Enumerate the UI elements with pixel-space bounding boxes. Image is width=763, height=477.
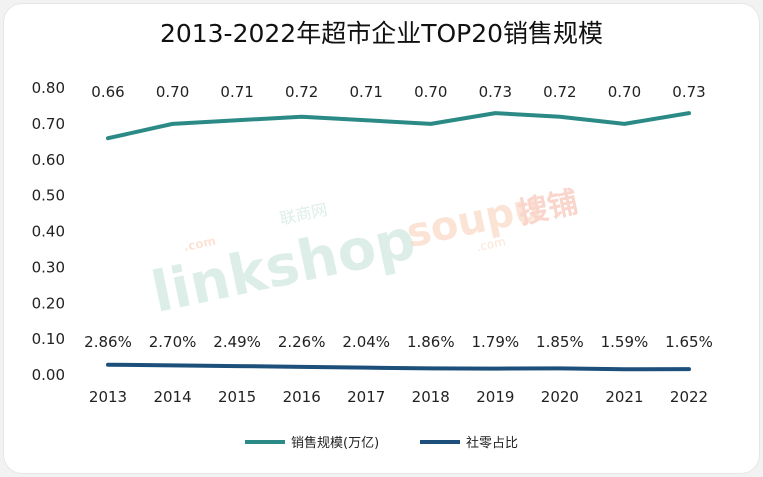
watermark-soupu: soupu .com 搜铺 (403, 184, 581, 257)
data-label: 0.70 (156, 83, 189, 101)
x-tick-label: 2019 (476, 388, 514, 406)
chart-title: 2013-2022年超市企业TOP20销售规模 (159, 19, 604, 48)
data-label: 0.72 (543, 83, 576, 101)
data-label: 1.86% (407, 333, 455, 351)
x-tick-label: 2013 (89, 388, 127, 406)
data-label: 1.85% (536, 333, 584, 351)
x-tick-label: 2021 (605, 388, 643, 406)
y-tick-label: 0.00 (32, 366, 65, 384)
legend-label: 社零占比 (466, 435, 518, 451)
legend: 销售规模(万亿) 社零占比 (245, 435, 518, 451)
x-tick-label: 2022 (670, 388, 708, 406)
y-tick-label: 0.10 (32, 330, 65, 348)
watermark-linkshop-com: .com (182, 234, 217, 254)
y-tick-label: 0.70 (32, 115, 65, 133)
data-label: 2.86% (84, 333, 132, 351)
x-tick-label: 2017 (347, 388, 385, 406)
data-label: 1.59% (601, 333, 649, 351)
y-tick-label: 0.60 (32, 151, 65, 169)
data-label: 0.72 (285, 83, 318, 101)
series-line (106, 111, 691, 141)
data-label: 0.70 (414, 83, 447, 101)
data-label: 0.73 (479, 83, 512, 101)
x-tick-label: 2015 (218, 388, 256, 406)
chart-card (4, 4, 759, 473)
data-label: 0.71 (220, 83, 253, 101)
y-tick-label: 0.40 (32, 223, 65, 241)
x-tick-label: 2014 (153, 388, 191, 406)
x-tick-label: 2020 (541, 388, 579, 406)
y-tick-label: 0.50 (32, 187, 65, 205)
x-tick-label: 2016 (283, 388, 321, 406)
data-label: 1.79% (472, 333, 520, 351)
y-tick-label: 0.20 (32, 294, 65, 312)
data-label: 2.70% (149, 333, 197, 351)
x-tick-label: 2018 (412, 388, 450, 406)
watermark-linkshop: linkshop .com 联商网 (146, 200, 421, 326)
data-label: 2.26% (278, 333, 326, 351)
legend-item: 销售规模(万亿) (245, 435, 379, 451)
series-1: 0.66 0.70 0.71 0.72 0.71 0.70 0.73 0.72 0.70 0.73 (91, 83, 706, 141)
data-label: 2.49% (213, 333, 261, 351)
y-tick-label: 0.80 (32, 79, 65, 97)
series-line (106, 362, 691, 372)
series-layer: 0.66 0.70 0.71 0.72 0.71 0.70 0.73 0.72 0.70 0.73… (84, 83, 713, 372)
watermark-soupu-com: .com (475, 234, 507, 254)
data-label: 0.71 (350, 83, 383, 101)
x-axis: 2013 2014 2015 2016 2017 2018 2019 2020 2021 2022 (89, 388, 708, 406)
watermark-linkshop-cn: 联商网 (278, 200, 329, 229)
y-axis: 0.00 0.10 0.20 0.30 0.40 0.50 0.60 0.70 0.80 (32, 79, 65, 384)
data-label: 1.65% (665, 333, 713, 351)
data-label: 2.04% (342, 333, 390, 351)
series-2: 2.86% 2.70% 2.49% 2.26% 2.04% 1.86% 1.79% 1.85%… (84, 333, 713, 372)
y-tick-label: 0.30 (32, 258, 65, 276)
legend-label: 销售规模(万亿) (291, 435, 379, 451)
legend-item: 社零占比 (420, 435, 518, 451)
data-label: 0.66 (91, 83, 124, 101)
data-label: 0.73 (672, 83, 705, 101)
data-label: 0.70 (608, 83, 641, 101)
